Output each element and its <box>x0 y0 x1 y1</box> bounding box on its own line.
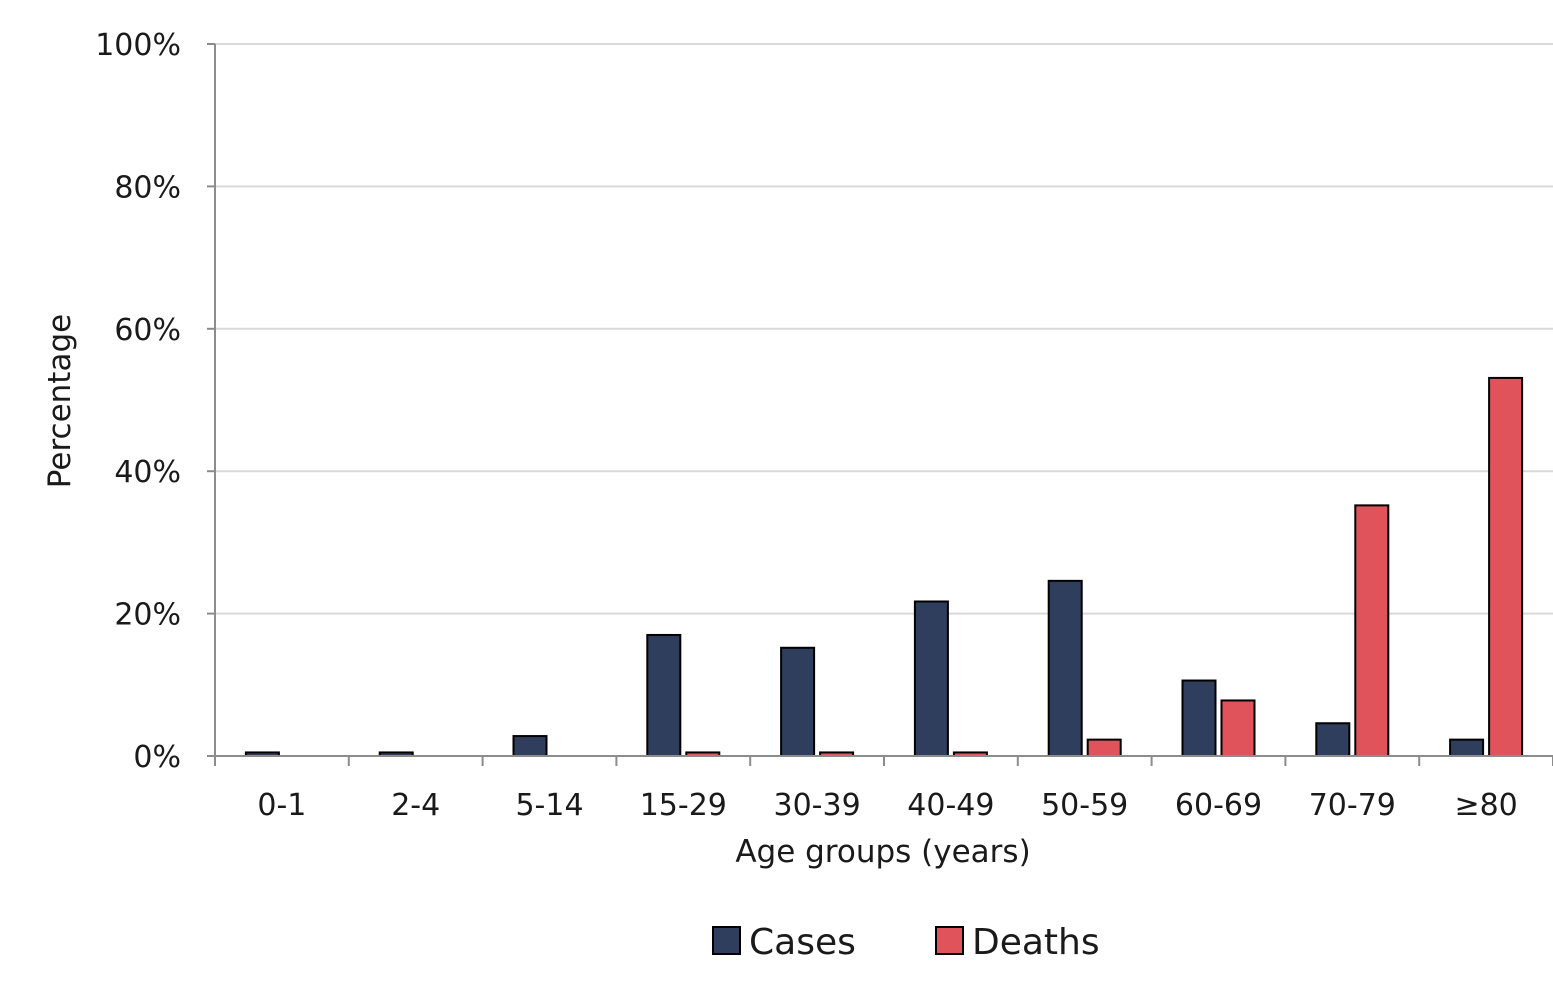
x-tick-label: 5-14 <box>515 788 583 823</box>
legend-item-deaths: Deaths <box>935 922 1100 963</box>
legend-swatch-deaths <box>935 926 964 955</box>
bar-deaths-7 <box>1220 699 1256 757</box>
bar-cases-2 <box>512 735 548 758</box>
tick-labels: 0% 20% 40% 60% 80% 100% 0-1 2-4 5-14 15-29 30-39 40… <box>95 28 1518 823</box>
bar-cases-9 <box>1449 738 1485 758</box>
x-tick-label: 40-49 <box>907 788 994 823</box>
y-tick-label: 80% <box>114 170 181 205</box>
y-axis-title: Percentage <box>42 314 78 488</box>
y-tick-label: 100% <box>95 28 181 63</box>
bar-cases-4 <box>780 646 816 757</box>
x-tick-label: 70-79 <box>1309 788 1396 823</box>
axes <box>214 44 1553 757</box>
gridlines <box>207 43 1553 766</box>
legend-label-deaths: Deaths <box>972 922 1100 963</box>
y-tick-label: 20% <box>114 598 181 633</box>
legend-item-cases: Cases <box>712 922 856 963</box>
legend: Cases Deaths <box>712 922 1100 963</box>
x-tick-label: ≥80 <box>1454 788 1517 823</box>
bar-cases-5 <box>913 600 949 757</box>
bar-cases-7 <box>1181 679 1217 758</box>
legend-swatch-cases <box>712 926 741 955</box>
legend-label-cases: Cases <box>749 922 856 963</box>
bar-deaths-9 <box>1488 376 1524 757</box>
y-tick-label: 0% <box>133 740 181 775</box>
bars <box>244 376 1524 758</box>
x-tick-label: 15-29 <box>640 788 727 823</box>
x-tick-label: 30-39 <box>774 788 861 823</box>
bar-cases-6 <box>1047 579 1083 758</box>
x-tick-label: 60-69 <box>1175 788 1262 823</box>
bar-cases-3 <box>646 633 682 758</box>
bar-deaths-8 <box>1354 504 1390 757</box>
y-tick-label: 60% <box>114 313 181 348</box>
x-axis-title: Age groups (years) <box>735 834 1030 870</box>
x-tick-label: 0-1 <box>257 788 306 823</box>
bar-deaths-6 <box>1086 738 1122 758</box>
bar-cases-8 <box>1315 722 1351 757</box>
x-tick-label: 2-4 <box>391 788 440 823</box>
y-tick-label: 40% <box>114 455 181 490</box>
x-tick-label: 50-59 <box>1041 788 1128 823</box>
